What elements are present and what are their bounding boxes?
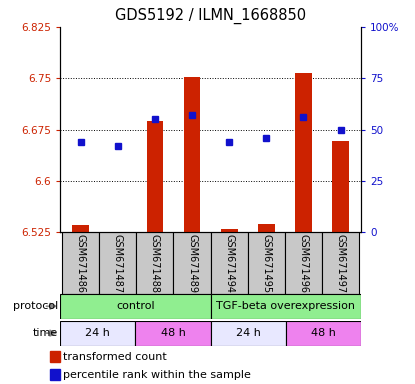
Bar — [136, 232, 173, 294]
Text: GSM671487: GSM671487 — [113, 234, 123, 293]
Bar — [50, 351, 61, 362]
Bar — [332, 141, 349, 232]
Text: 48 h: 48 h — [311, 328, 336, 338]
Bar — [99, 232, 136, 294]
Text: 24 h: 24 h — [85, 328, 110, 338]
Bar — [60, 321, 135, 346]
Bar — [295, 73, 312, 232]
Text: GSM671488: GSM671488 — [150, 234, 160, 293]
Bar — [211, 294, 361, 319]
Bar — [248, 232, 285, 294]
Text: GSM671489: GSM671489 — [187, 234, 197, 293]
Bar — [146, 121, 163, 232]
Bar — [135, 321, 210, 346]
Text: 24 h: 24 h — [236, 328, 261, 338]
Text: TGF-beta overexpression: TGF-beta overexpression — [216, 301, 355, 311]
Bar — [184, 77, 200, 232]
Bar — [60, 294, 211, 319]
Text: protocol: protocol — [13, 301, 58, 311]
Bar — [173, 232, 211, 294]
Text: GSM671495: GSM671495 — [261, 234, 271, 293]
Bar — [62, 232, 99, 294]
Bar — [286, 321, 361, 346]
Bar — [221, 229, 237, 232]
Text: 48 h: 48 h — [161, 328, 186, 338]
Text: GSM671496: GSM671496 — [298, 234, 308, 293]
Text: control: control — [116, 301, 155, 311]
Bar — [72, 225, 89, 232]
Bar — [50, 369, 61, 380]
Text: percentile rank within the sample: percentile rank within the sample — [63, 370, 251, 380]
Bar — [211, 232, 248, 294]
Text: GSM671497: GSM671497 — [336, 234, 346, 293]
Bar — [258, 224, 275, 232]
Bar — [322, 232, 359, 294]
Bar — [211, 321, 286, 346]
Text: transformed count: transformed count — [63, 352, 167, 362]
Text: GSM671486: GSM671486 — [76, 234, 85, 293]
Bar — [110, 232, 126, 234]
Text: time: time — [33, 328, 58, 338]
Bar — [285, 232, 322, 294]
Title: GDS5192 / ILMN_1668850: GDS5192 / ILMN_1668850 — [115, 8, 306, 24]
Text: GSM671494: GSM671494 — [224, 234, 234, 293]
